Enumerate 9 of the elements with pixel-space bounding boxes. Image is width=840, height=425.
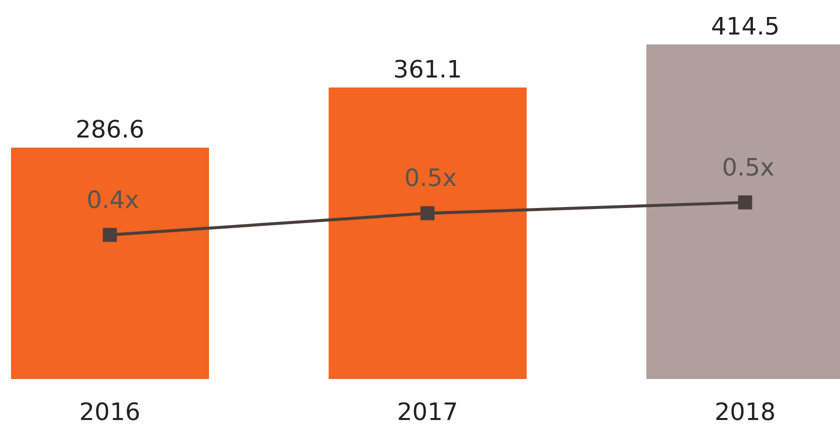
x-tick-label: 2018: [714, 398, 776, 425]
data-label: 414.5: [710, 12, 780, 40]
x-tick-label: 2016: [79, 398, 140, 425]
data-label: 0.4x: [86, 186, 140, 214]
x-tick-label: 2017: [396, 398, 458, 425]
data-label: 286.6: [76, 116, 144, 144]
data-label: 0.5x: [722, 153, 774, 182]
data-label: 361.1: [393, 55, 462, 84]
data-label: 0.5x: [404, 164, 457, 192]
